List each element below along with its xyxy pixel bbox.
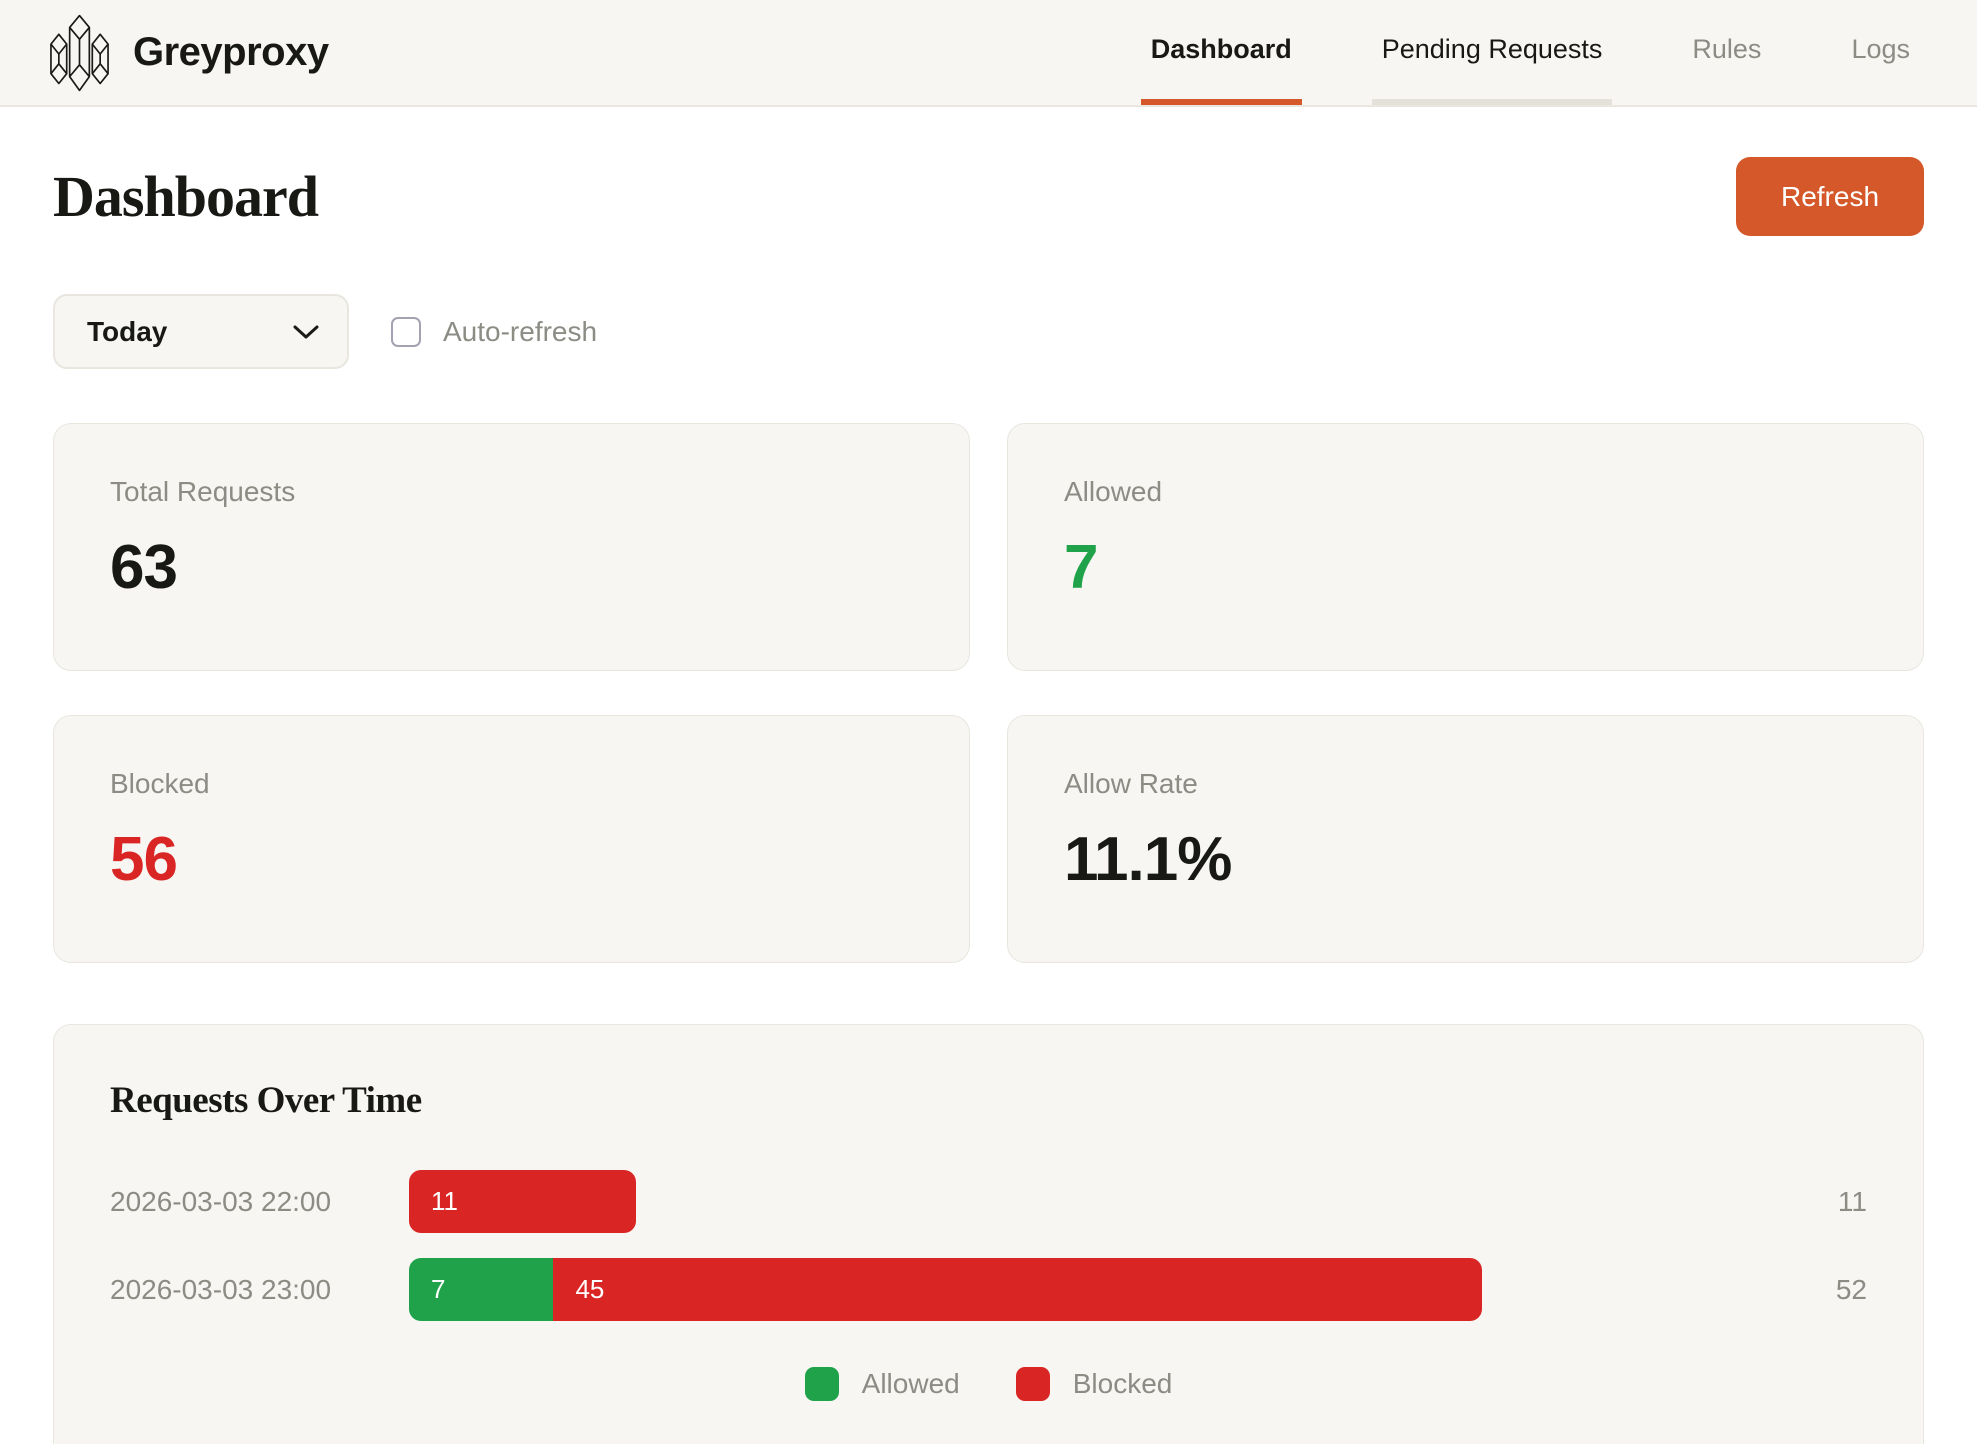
brand: Greyproxy [48,14,329,92]
chart-row-track: 7 45 [409,1258,1482,1321]
stat-label: Allowed [1064,476,1163,507]
stat-card-allow-rate: Allow Rate 11.1% [1007,715,1924,963]
bar-segment-allowed: 7 [409,1258,554,1321]
brand-name: Greyproxy [133,30,329,74]
stat-value: 11.1% [1064,825,1232,894]
chart-row-total: 52 [1835,1273,1867,1305]
legend-item-blocked: Blocked [1015,1367,1173,1401]
chart-row-track: 11 [409,1170,1482,1233]
legend-label: Blocked [1072,1368,1173,1399]
chart-row: 2026-03-03 23:00 7 45 52 [110,1258,1867,1321]
refresh-button[interactable]: Refresh [1736,157,1924,236]
legend-swatch-icon [1015,1367,1050,1401]
stat-card-total-requests: Total Requests 63 [53,423,970,671]
chart-row-total: 11 [1837,1185,1867,1217]
bar-segment-blocked: 11 [409,1170,636,1233]
chart-legend: Allowed Blocked [110,1367,1867,1401]
logo-crystals-icon [48,14,111,92]
bar-stack: 7 45 [409,1258,1482,1321]
legend-swatch-icon [804,1367,839,1401]
chart-title: Requests Over Time [110,1080,422,1121]
stat-cards: Total Requests 63 Allowed 7 Blocked 56 A… [53,423,1924,963]
period-select-value: Today [87,315,168,347]
auto-refresh-checkbox[interactable] [391,316,421,347]
stat-card-allowed: Allowed 7 [1007,423,1924,671]
bar-stack: 11 [409,1170,636,1233]
stat-value: 63 [110,533,178,602]
stat-label: Allow Rate [1064,768,1198,799]
nav-item-rules[interactable]: Rules [1692,34,1762,64]
chart-row-label: 2026-03-03 22:00 [110,1185,332,1217]
period-select[interactable]: Today [53,294,349,369]
stat-label: Blocked [110,768,210,799]
chart-rows: 2026-03-03 22:00 11 11 2026-03-03 23:00 7 45 5… [110,1170,1867,1321]
auto-refresh-label: Auto-refresh [443,315,598,347]
stat-value: 7 [1064,533,1098,602]
chart-row-label: 2026-03-03 23:00 [110,1273,332,1305]
legend-item-allowed: Allowed [804,1367,960,1401]
chevron-down-icon [293,324,319,340]
stat-card-blocked: Blocked 56 [53,715,970,963]
nav-item-pending-requests[interactable]: Pending Requests [1371,0,1613,105]
bar-segment-blocked: 45 [553,1258,1482,1321]
stat-value: 56 [110,825,178,894]
dashboard-page: Dashboard Refresh Today Auto-refresh Tot… [0,157,1977,1444]
chart-row: 2026-03-03 22:00 11 11 [110,1170,1867,1233]
stat-label: Total Requests [110,476,296,507]
top-nav-bar: Greyproxy Dashboard Pending Requests Rul… [0,0,1977,107]
page-title: Dashboard [53,164,319,229]
nav-item-dashboard[interactable]: Dashboard [1140,0,1302,105]
requests-over-time-card: Requests Over Time 2026-03-03 22:00 11 11 2… [53,1024,1924,1444]
nav-item-logs[interactable]: Logs [1851,34,1910,64]
controls-row: Today Auto-refresh [53,294,1924,369]
legend-label: Allowed [861,1368,960,1399]
main-nav: Dashboard Pending Requests Rules Logs [1140,0,1920,105]
